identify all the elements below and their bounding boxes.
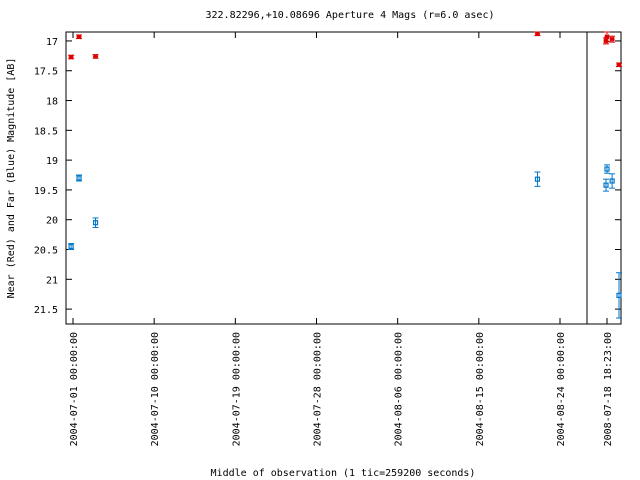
x-axis-label: Middle of observation (1 tic=259200 seco…	[211, 468, 476, 479]
square-marker	[603, 182, 609, 188]
data-point	[616, 272, 622, 319]
square-marker	[534, 176, 541, 182]
y-axis-ticks: 17 17.5 18 18.5 19 19.5 20 20.5 21 21.5	[34, 37, 621, 316]
star-marker	[616, 62, 622, 68]
data-point	[92, 217, 99, 228]
x-axis-ticks: 2004-07-01 00:00:00 2004-07-10 00:00:00 20…	[69, 32, 614, 446]
star-marker	[93, 53, 99, 59]
data-point	[534, 171, 541, 187]
star-marker	[603, 38, 609, 44]
x-tick-label: 2004-08-15 00:00:00	[475, 332, 486, 446]
y-tick-label: 19.5	[34, 186, 58, 197]
data-point	[609, 173, 616, 189]
y-tick-label: 18	[46, 97, 58, 108]
plot-frame	[65, 31, 622, 325]
square-marker	[604, 166, 610, 172]
y-tick-label: 18.5	[34, 126, 58, 137]
square-marker	[68, 243, 74, 250]
x-tick-label: 2004-07-01 00:00:00	[69, 332, 80, 446]
data-point	[68, 243, 75, 251]
x-tick-label: 2004-08-24 00:00:00	[556, 332, 567, 446]
square-marker	[92, 220, 99, 226]
square-marker	[616, 292, 622, 298]
y-tick-label: 20	[46, 216, 58, 227]
data-point	[534, 31, 541, 37]
star-marker	[534, 31, 540, 37]
data-point	[609, 35, 616, 43]
y-tick-label: 17.5	[34, 67, 58, 78]
data-point	[92, 53, 99, 59]
star-marker	[76, 34, 82, 40]
data-point	[68, 54, 75, 60]
y-tick-label: 21.5	[34, 305, 58, 316]
y-tick-label: 17	[46, 37, 58, 48]
y-tick-label: 19	[46, 156, 58, 167]
data-point	[604, 164, 610, 174]
chart-title: 322.82296,+10.08696 Aperture 4 Mags (r=6…	[206, 10, 495, 21]
data-points	[68, 31, 622, 319]
x-tick-label: 2008-07-18 18:23:00	[603, 332, 614, 446]
x-tick-label: 2004-08-06 00:00:00	[394, 332, 405, 446]
star-marker	[68, 54, 74, 60]
square-marker	[609, 178, 615, 184]
data-point	[603, 37, 609, 45]
star-marker	[609, 36, 615, 42]
data-point	[603, 178, 609, 192]
y-tick-label: 20.5	[34, 246, 58, 257]
x-tick-label: 2004-07-28 00:00:00	[313, 332, 324, 446]
square-marker	[76, 175, 82, 181]
y-tick-label: 21	[46, 275, 58, 286]
data-point	[616, 62, 622, 68]
x-tick-label: 2004-07-19 00:00:00	[231, 332, 242, 446]
data-point	[76, 34, 83, 40]
y-axis-label: Near (Red) and Far (Blue) Magnitude [AB]	[6, 58, 17, 299]
x-tick-label: 2004-07-10 00:00:00	[150, 332, 161, 446]
data-point	[76, 174, 83, 182]
